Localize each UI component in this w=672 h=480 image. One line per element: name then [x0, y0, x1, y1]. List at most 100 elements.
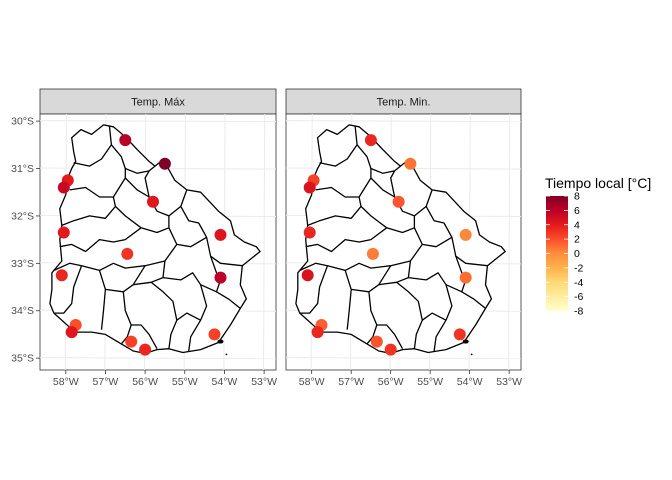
station-point: [370, 335, 383, 348]
department-border: [98, 270, 107, 330]
x-tick-label: 53°W: [251, 376, 277, 388]
islet-mark: [225, 353, 228, 356]
x-tick-label: 56°W: [378, 376, 404, 388]
legend-title: Tiempo local [°C]: [545, 175, 651, 191]
x-tick-label: 57°W: [338, 376, 364, 388]
facet-label-min: Temp. Min.: [377, 97, 431, 109]
station-point: [147, 195, 159, 208]
station-point: [404, 157, 417, 170]
department-border: [110, 144, 156, 174]
station-point: [65, 326, 78, 339]
station-point: [303, 181, 316, 194]
department-border: [53, 244, 178, 272]
station-point: [158, 157, 171, 170]
x-tick-label: 54°W: [457, 376, 483, 388]
legend-tick-label: 6: [574, 205, 580, 217]
station-point: [301, 269, 314, 282]
legend-colorbar: [546, 196, 568, 311]
department-border: [73, 125, 113, 167]
department-border: [114, 205, 170, 234]
station-point: [208, 328, 221, 341]
legend-tick-label: 0: [574, 248, 580, 260]
legend-tick-label: 8: [574, 191, 580, 203]
department-border: [305, 227, 388, 253]
facet-strip-min: [285, 88, 522, 115]
islet-mark: [470, 353, 473, 356]
station-point: [311, 326, 324, 339]
station-points-min: [301, 134, 472, 356]
department-border: [59, 227, 142, 253]
lagoon-mark: [217, 339, 224, 344]
station-point: [384, 343, 397, 356]
department-border: [390, 170, 396, 198]
x-tick-label: 56°W: [132, 376, 158, 388]
station-point: [119, 134, 132, 147]
station-point: [459, 228, 472, 241]
station-point: [392, 195, 405, 208]
color-legend: Tiempo local [°C] 8 6 4 2 0 -2 -4 -6 -8: [545, 175, 651, 318]
lagoon-mark: [462, 339, 469, 344]
department-border: [356, 144, 401, 174]
x-tick-label: 55°W: [172, 376, 198, 388]
facet-panel-max: Temp. Máx: [39, 88, 277, 371]
x-tick-label: 53°W: [496, 376, 522, 388]
legend-tick-label: -4: [574, 277, 583, 289]
facet-label-max: Temp. Máx: [131, 97, 185, 109]
department-border: [315, 168, 372, 198]
y-tick-label: 34°S: [11, 305, 34, 317]
station-point: [139, 343, 152, 356]
department-border: [131, 324, 158, 350]
department-border: [299, 265, 329, 314]
station-point: [303, 226, 316, 239]
department-border: [408, 272, 453, 352]
parallel-line: [40, 120, 276, 123]
parallel-line: [286, 120, 521, 123]
department-border: [376, 324, 404, 350]
y-axis: 30°S 31°S 32°S 33°S 34°S 35°S: [11, 116, 40, 365]
department-border: [69, 168, 126, 198]
parallel-line: [40, 357, 276, 360]
department-border: [200, 284, 241, 309]
department-border: [351, 265, 392, 293]
x-axis: 58°W 57°W 56°W 55°W 54°W 53°W 58°W 57°W 56°W 55°W…: [53, 370, 522, 388]
station-point: [121, 247, 134, 260]
y-tick-label: 30°S: [11, 116, 34, 128]
x-tick-label: 54°W: [212, 376, 238, 388]
facet-strip-max: [39, 88, 277, 115]
y-tick-label: 31°S: [11, 163, 34, 175]
station-point: [453, 328, 466, 341]
department-border: [162, 272, 208, 352]
department-border: [299, 244, 423, 272]
department-border: [53, 265, 83, 314]
department-border: [105, 265, 146, 293]
facet-panel-min: Temp. Min.: [285, 88, 522, 371]
station-point: [459, 271, 472, 284]
legend-tick-label: 2: [574, 234, 580, 246]
department-border: [421, 312, 447, 321]
legend-tick-label: 4: [574, 219, 580, 231]
station-point: [55, 269, 68, 282]
department-border: [360, 205, 416, 234]
legend-tick-label: -6: [574, 291, 583, 303]
station-point: [57, 181, 70, 194]
x-tick-label: 55°W: [417, 376, 443, 388]
department-border: [168, 227, 207, 248]
legend-ticks: 8 6 4 2 0 -2 -4 -6 -8: [546, 191, 583, 318]
department-border: [319, 125, 358, 167]
station-point: [214, 228, 227, 241]
department-border: [344, 270, 352, 330]
station-point: [364, 134, 377, 147]
station-point: [366, 247, 379, 260]
department-border: [176, 312, 201, 321]
department-border: [61, 196, 117, 227]
station-point: [214, 271, 227, 284]
station-point: [57, 226, 70, 239]
parallel-line: [286, 357, 521, 360]
department-border: [413, 227, 453, 248]
x-tick-label: 57°W: [93, 376, 119, 388]
x-tick-label: 58°W: [53, 376, 79, 388]
department-border: [144, 170, 150, 198]
station-points-max: [55, 134, 227, 356]
legend-tick-label: -8: [574, 306, 583, 318]
